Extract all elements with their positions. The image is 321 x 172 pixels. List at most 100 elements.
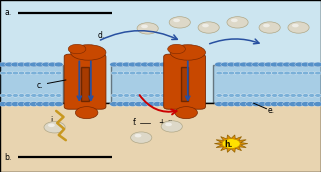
Circle shape xyxy=(289,62,298,67)
FancyBboxPatch shape xyxy=(213,65,321,103)
Circle shape xyxy=(302,94,309,97)
Circle shape xyxy=(147,62,156,67)
Circle shape xyxy=(49,71,56,75)
Circle shape xyxy=(264,102,273,106)
Circle shape xyxy=(160,71,167,75)
Circle shape xyxy=(284,94,290,97)
Circle shape xyxy=(123,94,130,97)
Circle shape xyxy=(198,22,219,33)
Circle shape xyxy=(43,71,49,75)
Circle shape xyxy=(25,71,31,75)
Text: e.: e. xyxy=(268,106,275,115)
Text: + g.: + g. xyxy=(159,119,175,127)
Circle shape xyxy=(253,94,259,97)
Circle shape xyxy=(270,62,279,67)
Circle shape xyxy=(221,62,230,67)
Circle shape xyxy=(116,102,125,106)
Circle shape xyxy=(111,94,117,97)
Circle shape xyxy=(264,62,273,67)
Circle shape xyxy=(141,62,150,67)
Circle shape xyxy=(37,71,43,75)
Circle shape xyxy=(18,71,25,75)
Circle shape xyxy=(141,25,148,28)
Circle shape xyxy=(160,94,167,97)
Circle shape xyxy=(0,102,8,106)
Circle shape xyxy=(233,102,242,106)
Circle shape xyxy=(308,71,315,75)
Text: f.: f. xyxy=(133,119,138,127)
Circle shape xyxy=(18,94,25,97)
Circle shape xyxy=(43,94,49,97)
Circle shape xyxy=(228,71,235,75)
Circle shape xyxy=(221,102,230,106)
Text: d.: d. xyxy=(98,31,105,40)
Circle shape xyxy=(233,62,242,67)
Circle shape xyxy=(134,62,143,67)
Circle shape xyxy=(239,62,248,67)
Circle shape xyxy=(259,71,265,75)
Circle shape xyxy=(142,94,148,97)
Circle shape xyxy=(36,102,45,106)
Circle shape xyxy=(227,62,236,67)
Circle shape xyxy=(147,102,156,106)
Circle shape xyxy=(11,62,20,67)
Circle shape xyxy=(246,102,255,106)
Circle shape xyxy=(263,24,270,27)
Circle shape xyxy=(31,94,37,97)
Circle shape xyxy=(17,102,26,106)
Circle shape xyxy=(241,71,247,75)
Circle shape xyxy=(276,62,285,67)
Polygon shape xyxy=(214,135,248,152)
FancyBboxPatch shape xyxy=(64,54,106,109)
Circle shape xyxy=(215,102,224,106)
Circle shape xyxy=(129,71,136,75)
Circle shape xyxy=(131,132,152,143)
Circle shape xyxy=(234,94,241,97)
Circle shape xyxy=(169,17,190,28)
Circle shape xyxy=(241,94,247,97)
Circle shape xyxy=(48,102,57,106)
Ellipse shape xyxy=(68,44,86,54)
Circle shape xyxy=(276,102,285,106)
Ellipse shape xyxy=(170,45,205,60)
Circle shape xyxy=(136,71,142,75)
Text: a.: a. xyxy=(4,8,12,17)
Circle shape xyxy=(148,71,154,75)
Circle shape xyxy=(12,71,19,75)
Circle shape xyxy=(278,71,284,75)
Circle shape xyxy=(49,94,56,97)
Circle shape xyxy=(222,94,229,97)
Circle shape xyxy=(301,62,310,67)
Circle shape xyxy=(295,102,304,106)
Circle shape xyxy=(154,71,160,75)
Circle shape xyxy=(313,62,321,67)
Circle shape xyxy=(30,62,39,67)
Circle shape xyxy=(252,62,261,67)
Circle shape xyxy=(296,71,303,75)
Circle shape xyxy=(222,139,240,148)
FancyBboxPatch shape xyxy=(181,67,188,101)
Circle shape xyxy=(278,94,284,97)
Circle shape xyxy=(159,62,168,67)
Circle shape xyxy=(135,134,142,137)
Circle shape xyxy=(292,24,299,27)
Circle shape xyxy=(154,94,160,97)
Circle shape xyxy=(289,102,298,106)
Circle shape xyxy=(252,102,261,106)
Circle shape xyxy=(215,62,224,67)
Circle shape xyxy=(23,62,32,67)
FancyBboxPatch shape xyxy=(0,103,321,172)
Circle shape xyxy=(56,94,62,97)
Circle shape xyxy=(253,71,259,75)
Circle shape xyxy=(36,62,45,67)
Circle shape xyxy=(12,94,19,97)
FancyBboxPatch shape xyxy=(111,65,165,103)
Circle shape xyxy=(6,71,13,75)
Circle shape xyxy=(234,71,241,75)
Ellipse shape xyxy=(75,107,98,119)
Circle shape xyxy=(142,71,148,75)
Circle shape xyxy=(0,71,6,75)
FancyBboxPatch shape xyxy=(164,54,205,109)
Circle shape xyxy=(153,62,162,67)
Circle shape xyxy=(272,94,278,97)
